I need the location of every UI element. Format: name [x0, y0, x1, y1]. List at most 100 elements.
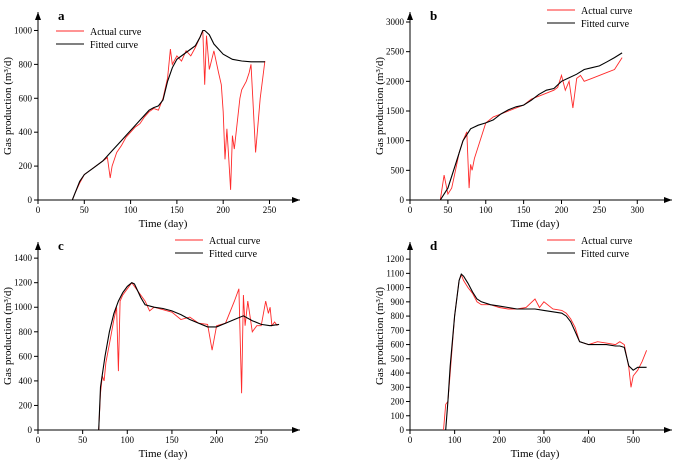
- fitted-curve-line: [98, 282, 280, 431]
- x-tick-label: 100: [121, 435, 135, 445]
- x-tick-label: 0: [36, 205, 41, 215]
- y-tick-label: 400: [19, 376, 33, 386]
- x-tick-label: 200: [555, 205, 569, 215]
- y-axis-title: Gas production (m³/d): [2, 57, 14, 155]
- x-tick-label: 250: [263, 205, 277, 215]
- x-tick-label: 300: [631, 205, 645, 215]
- y-tick-label: 200: [19, 161, 33, 171]
- panel-d: 0 100 200 300 400 500 0 100 200 300 400 500 600 700 80…: [374, 236, 672, 460]
- x-axis-arrow: [292, 197, 300, 203]
- panel-letter: a: [58, 8, 65, 23]
- x-tick-label: 50: [78, 435, 88, 445]
- y-tick-label: 500: [391, 354, 405, 364]
- actual-curve-line: [71, 30, 266, 201]
- y-tick-label: 800: [19, 59, 33, 69]
- y-tick-label: 1000: [386, 136, 405, 146]
- legend-label: Fitted curve: [90, 40, 139, 51]
- panel-letter: d: [430, 238, 438, 253]
- x-tick-label: 100: [124, 205, 138, 215]
- x-axis-title: Time (day): [511, 218, 560, 230]
- x-tick-label: 200: [216, 205, 230, 215]
- x-axis-title: Time (day): [139, 218, 188, 230]
- x-tick-label: 250: [254, 435, 268, 445]
- y-tick-label: 3000: [386, 17, 405, 27]
- y-tick-label: 1400: [14, 253, 33, 263]
- x-axis-arrow: [292, 427, 300, 433]
- y-tick-label: 100: [391, 411, 405, 421]
- y-tick-label: 1000: [386, 283, 405, 293]
- x-tick-label: 0: [408, 435, 413, 445]
- panel-c: 0 50 100 150 200 250 0 200 400 600 800 1000 1200 1400…: [2, 236, 300, 460]
- y-tick-label: 600: [19, 93, 33, 103]
- y-tick-label: 500: [391, 165, 405, 175]
- panel-letter: b: [430, 8, 437, 23]
- y-tick-label: 200: [391, 397, 405, 407]
- x-tick-label: 150: [165, 435, 179, 445]
- x-axis-title: Time (day): [511, 448, 560, 460]
- y-axis-arrow: [407, 242, 413, 250]
- y-axis-title: Gas production (m³/d): [2, 287, 14, 385]
- x-tick-label: 0: [36, 435, 41, 445]
- x-axis-arrow: [664, 197, 672, 203]
- legend-label: Actual curve: [581, 6, 633, 17]
- actual-curve-line: [439, 57, 623, 201]
- legend-label: Fitted curve: [581, 19, 630, 30]
- y-tick-label: 800: [19, 327, 33, 337]
- x-tick-label: 0: [408, 205, 413, 215]
- x-tick-label: 50: [443, 205, 453, 215]
- x-tick-label: 200: [493, 435, 507, 445]
- x-axis-title: Time (day): [139, 448, 188, 460]
- x-tick-label: 100: [448, 435, 462, 445]
- y-tick-label: 400: [19, 127, 33, 137]
- panel-letter: c: [58, 238, 64, 253]
- legend-label: Actual curve: [581, 236, 633, 247]
- legend-label: Fitted curve: [209, 249, 258, 260]
- x-tick-label: 150: [517, 205, 531, 215]
- x-tick-label: 300: [537, 435, 551, 445]
- x-tick-label: 150: [170, 205, 184, 215]
- y-axis-title: Gas production (m³/d): [374, 287, 386, 385]
- y-tick-label: 900: [391, 297, 405, 307]
- legend-label: Actual curve: [90, 27, 142, 38]
- actual-curve-line: [443, 273, 648, 431]
- y-tick-label: 400: [391, 368, 405, 378]
- y-tick-label: 800: [391, 311, 405, 321]
- legend-label: Fitted curve: [581, 249, 630, 260]
- x-axis-arrow: [664, 427, 672, 433]
- x-tick-label: 250: [593, 205, 607, 215]
- y-axis-arrow: [407, 12, 413, 20]
- y-axis-title: Gas production (m³/d): [374, 57, 386, 155]
- y-tick-label: 600: [391, 340, 405, 350]
- y-tick-label: 0: [28, 195, 33, 205]
- y-tick-label: 1100: [386, 268, 404, 278]
- y-tick-label: 1000: [14, 25, 33, 35]
- y-tick-label: 600: [19, 351, 33, 361]
- y-tick-label: 200: [19, 400, 33, 410]
- panel-a: 0 50 100 150 200 250 0 200 400 600 800 1000 Time (da…: [2, 8, 300, 230]
- fitted-curve-line: [71, 29, 265, 201]
- x-tick-label: 500: [626, 435, 640, 445]
- y-tick-label: 1200: [14, 278, 33, 288]
- y-tick-label: 0: [400, 195, 405, 205]
- fitted-curve-line: [445, 273, 647, 431]
- y-axis-arrow: [35, 12, 41, 20]
- y-tick-label: 0: [400, 425, 405, 435]
- y-tick-label: 2500: [386, 47, 405, 57]
- x-tick-label: 400: [582, 435, 596, 445]
- y-tick-label: 1200: [386, 254, 405, 264]
- y-tick-label: 1500: [386, 106, 405, 116]
- y-tick-label: 1000: [14, 302, 33, 312]
- panel-b: 0 50 100 150 200 250 3000500100015002000250030…: [374, 6, 672, 230]
- y-tick-label: 2000: [386, 76, 405, 86]
- actual-curve-line: [98, 281, 278, 431]
- x-tick-label: 200: [210, 435, 224, 445]
- y-tick-label: 700: [391, 325, 405, 335]
- y-tick-label: 0: [28, 425, 33, 435]
- y-axis-arrow: [35, 242, 41, 250]
- y-tick-label: 300: [391, 382, 405, 392]
- x-tick-label: 100: [479, 205, 493, 215]
- legend-label: Actual curve: [209, 236, 261, 247]
- fitted-curve-line: [439, 52, 623, 201]
- x-tick-label: 50: [80, 205, 90, 215]
